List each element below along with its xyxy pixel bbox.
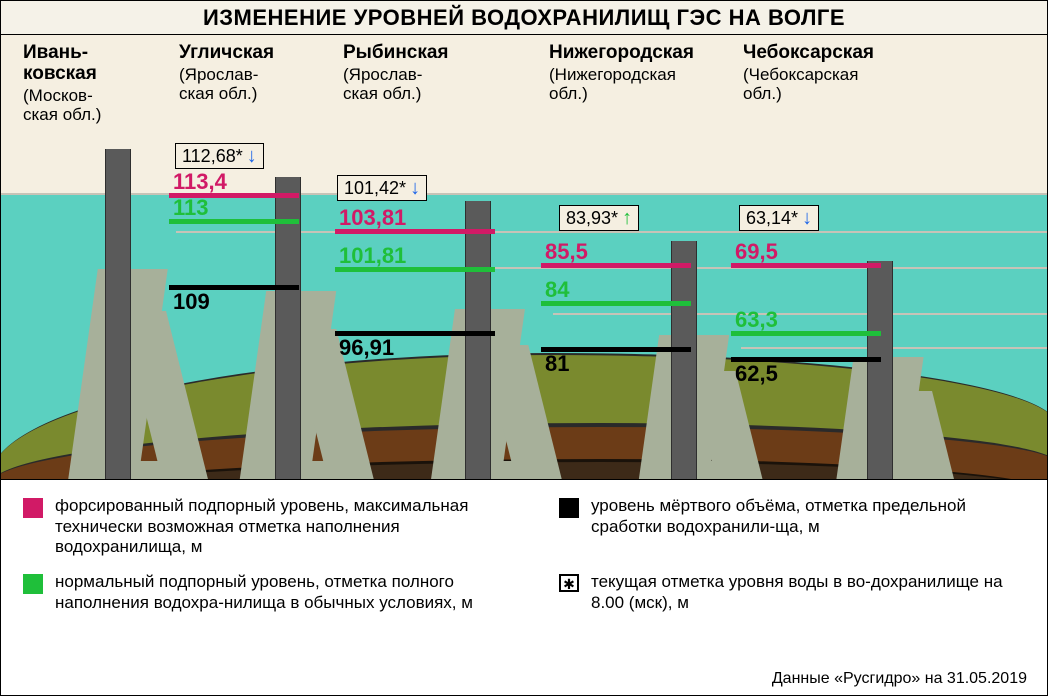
legend-swatch-forced [23, 498, 43, 518]
current-level-value: 112,68* [182, 145, 243, 167]
legend-item: ✱ текущая отметка уровня воды в во-дохран… [559, 572, 1025, 613]
legend-row: форсированный подпорный уровень, максима… [23, 496, 1025, 558]
level-label-dead: 109 [173, 289, 210, 315]
current-level-value: 63,14* [746, 207, 798, 229]
level-label-forced: 69,5 [735, 239, 778, 265]
station-name: Чебоксарская [743, 43, 874, 64]
legend-text: текущая отметка уровня воды в во-дохрани… [591, 572, 1025, 613]
current-level-box: 101,42*↓ [337, 175, 427, 201]
arrow-down-icon: ↓ [802, 207, 812, 229]
dam [845, 261, 955, 479]
level-label-normal: 84 [545, 277, 569, 303]
current-level-value: 101,42* [344, 177, 406, 199]
current-level-box: 112,68*↓ [175, 143, 264, 169]
infographic-frame: ИЗМЕНЕНИЕ УРОВНЕЙ ВОДОХРАНИЛИЩ ГЭС НА ВО… [0, 0, 1048, 696]
current-level-value: 83,93* [566, 207, 618, 229]
level-label-normal: 101,81 [339, 243, 406, 269]
station-region: (Ярослав-ская обл.) [179, 66, 258, 103]
station-name: Ивань-ковская [23, 43, 97, 85]
station-name: Нижегородская [549, 43, 694, 64]
arrow-down-icon: ↓ [247, 145, 257, 167]
legend-text: нормальный подпорный уровень, отметка по… [55, 572, 489, 613]
legend-item: уровень мёртвого объёма, отметка предель… [559, 496, 1025, 558]
arrow-down-icon: ↓ [410, 177, 420, 199]
station-region: (Ярослав-ская обл.) [343, 66, 422, 103]
legend-row: нормальный подпорный уровень, отметка по… [23, 572, 1025, 613]
station-region: (Москов-ская обл.) [23, 87, 101, 124]
level-label-dead: 96,91 [339, 335, 394, 361]
level-label-normal: 63,3 [735, 307, 778, 333]
legend-item: нормальный подпорный уровень, отметка по… [23, 572, 489, 613]
level-label-dead: 81 [545, 351, 569, 377]
legend-text: уровень мёртвого объёма, отметка предель… [591, 496, 1025, 558]
station-name: Угличская [179, 43, 274, 64]
legend-swatch-dead [559, 498, 579, 518]
current-level-box: 83,93*↑ [559, 205, 639, 231]
legend-text: форсированный подпорный уровень, максима… [55, 496, 489, 558]
level-label-normal: 113 [173, 195, 209, 221]
station-region: (Нижегородскаяобл.) [549, 66, 676, 103]
legend: форсированный подпорный уровень, максима… [1, 479, 1047, 695]
level-label-forced: 113,4 [173, 169, 227, 195]
level-label-forced: 85,5 [545, 239, 588, 265]
level-label-dead: 62,5 [735, 361, 778, 387]
dam [443, 201, 553, 479]
level-label-forced: 103,81 [339, 205, 406, 231]
current-level-box: 63,14*↓ [739, 205, 819, 231]
legend-item: форсированный подпорный уровень, максима… [23, 496, 489, 558]
legend-swatch-star: ✱ [559, 574, 579, 592]
data-credit: Данные «Русгидро» на 31.05.2019 [772, 669, 1027, 689]
chart-title: ИЗМЕНЕНИЕ УРОВНЕЙ ВОДОХРАНИЛИЩ ГЭС НА ВО… [1, 1, 1047, 35]
chart-area: Ивань-ковская(Москов-ская обл.) Угличская… [1, 35, 1047, 479]
arrow-up-icon: ↑ [622, 207, 632, 229]
legend-swatch-normal [23, 574, 43, 594]
station-region: (Чебоксарскаяобл.) [743, 66, 858, 103]
station-name: Рыбинская [343, 43, 449, 64]
